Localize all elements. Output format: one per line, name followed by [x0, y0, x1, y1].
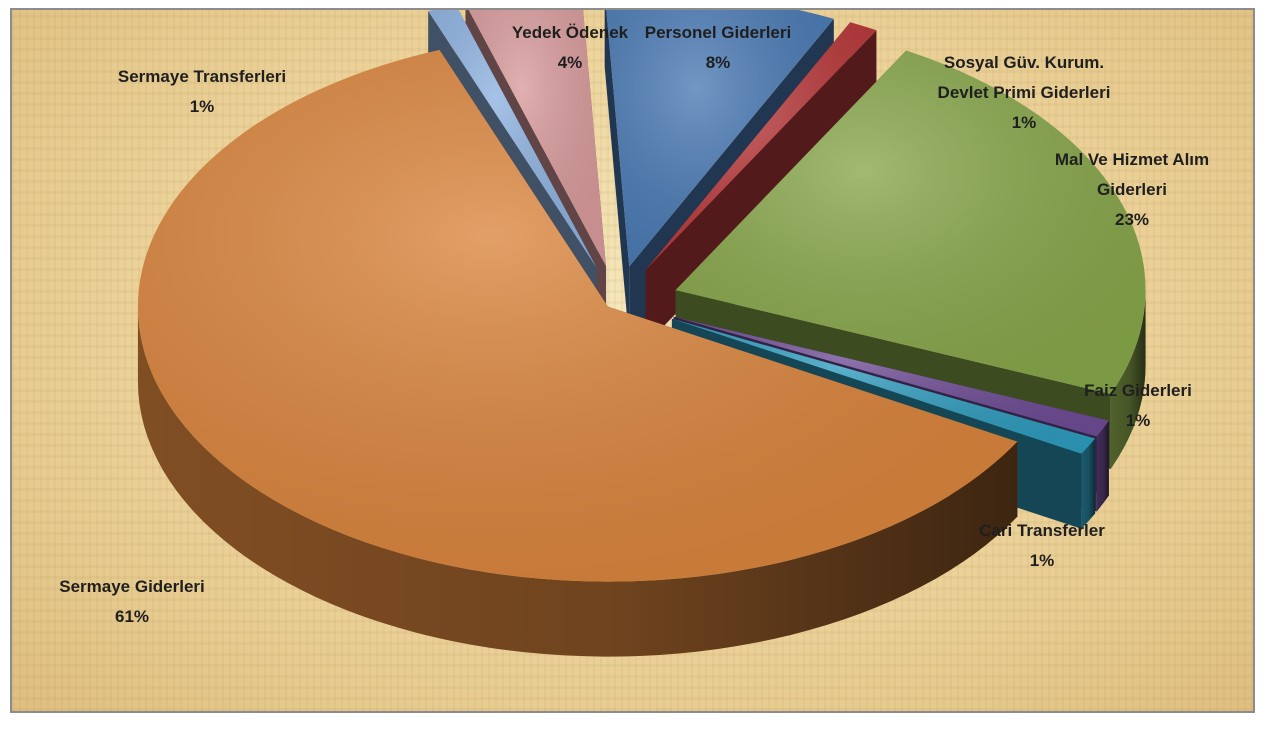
- slice-label-sosyal-g-v-kurum-devlet-primi-giderleri-line-2: Devlet Primi Giderleri: [938, 83, 1111, 102]
- slice-label-faiz-giderleri: Faiz Giderleri: [1084, 381, 1192, 400]
- slice-shade-sermaye-giderleri: [137, 49, 1018, 582]
- slice-cut-face-personel-giderleri-0: [604, 10, 630, 342]
- slice-shade-personel-giderleri: [606, 10, 834, 267]
- slice-label-sermaye-giderleri: Sermaye Giderleri: [59, 577, 205, 596]
- chart-area: Personel Giderleri 8% Sosyal Güv. Kurum. De…: [10, 8, 1255, 713]
- slice-percent-yedek-denek: 4%: [558, 53, 583, 72]
- slice-percent-cari-transferler: 1%: [1030, 551, 1055, 570]
- slice-percent-sermaye-giderleri: 61%: [115, 607, 149, 626]
- slice-label-sosyal-g-v-kurum-devlet-primi-giderleri-line-1: Sosyal Güv. Kurum.: [944, 53, 1104, 72]
- slice-labels: Personel Giderleri 8% Sosyal Güv. Kurum. De…: [59, 23, 1209, 626]
- slice-tops: [137, 10, 1146, 582]
- slice-side-shade-faiz-giderleri-0: [1096, 420, 1109, 512]
- slice-shade-faiz-giderleri: [673, 316, 1109, 437]
- slice-side-shade-sermaye-giderleri-0: [137, 306, 1018, 657]
- slice-label-cari-transferler: Cari Transferler: [979, 521, 1105, 540]
- pie-chart: Personel Giderleri 8% Sosyal Güv. Kurum. De…: [59, 10, 1209, 657]
- slice-label-mal-ve-hizmet-al-m-giderleri-line-1: Mal Ve Hizmet Alım: [1055, 150, 1209, 169]
- slice-percent-mal-ve-hizmet-al-m-giderleri: 23%: [1115, 210, 1149, 229]
- slice-shade-sermaye-transferleri: [428, 10, 597, 268]
- slice-percent-faiz-giderleri: 1%: [1126, 411, 1151, 430]
- slice-side-shade-mal-ve-hizmet-al-m-giderleri-0: [1110, 290, 1146, 469]
- slice-label-personel-giderleri: Personel Giderleri: [645, 23, 791, 42]
- slice-label-yedek-denek: Yedek Ödenek: [512, 23, 629, 42]
- slice-shade-mal-ve-hizmet-al-m-giderleri: [675, 50, 1146, 394]
- slice-shade-sosyal-g-v-kurum-devlet-primi-giderleri: [645, 22, 877, 270]
- slice-percent-sosyal-g-v-kurum-devlet-primi-giderleri: 1%: [1012, 113, 1037, 132]
- slice-percent-sermaye-transferleri: 1%: [190, 97, 215, 116]
- slice-label-mal-ve-hizmet-al-m-giderleri-line-2: Giderleri: [1097, 180, 1167, 199]
- slice-shade-cari-transferler: [671, 318, 1096, 454]
- slice-shade-yedek-denek: [468, 10, 607, 267]
- slice-percent-personel-giderleri: 8%: [706, 53, 731, 72]
- slice-side-shade-cari-transferler-0: [1081, 438, 1096, 529]
- slice-label-sermaye-transferleri: Sermaye Transferleri: [118, 67, 286, 86]
